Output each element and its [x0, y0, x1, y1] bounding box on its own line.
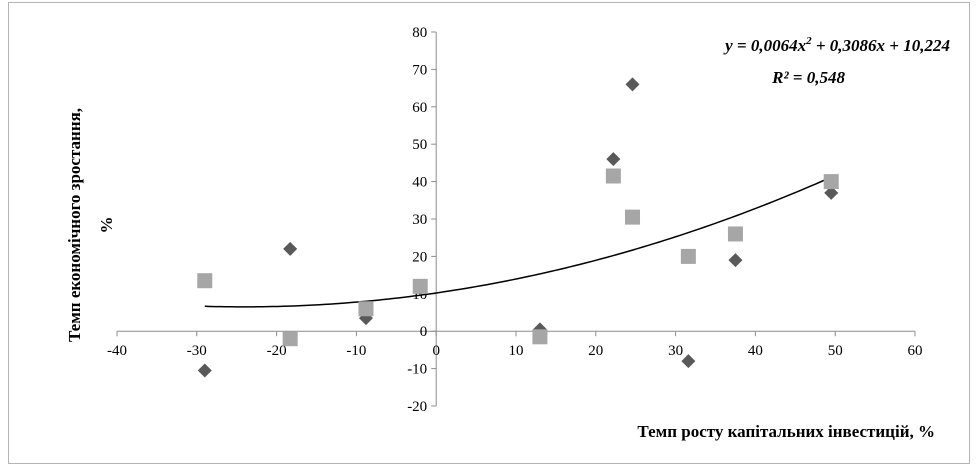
- equation-superscript: 2: [805, 35, 812, 47]
- square-point: [823, 174, 839, 190]
- diamond-point: [197, 363, 212, 378]
- y-axis-title: Темп економічного зростання,%: [65, 108, 116, 342]
- x-tick-label: -40: [107, 343, 127, 359]
- axes: [116, 31, 916, 407]
- r-squared-label: R² = 0,548: [771, 68, 845, 87]
- diamond-point: [283, 241, 298, 256]
- y-tick-label: 30: [412, 212, 427, 228]
- equation-prefix: y = 0,0064x: [723, 36, 806, 55]
- x-tick-label: -30: [187, 343, 207, 359]
- y-tick-label: -10: [407, 362, 427, 378]
- y-axis-title-line1: Темп економічного зростання,: [65, 108, 84, 342]
- square-point: [727, 226, 743, 242]
- tick-labels: -40 -30 -20 -10 0 10 20 30 40 50 60-20-10010203040…: [107, 25, 923, 415]
- equation-suffix: + 0,3086x + 10,224: [812, 36, 950, 55]
- diamond-point: [824, 185, 839, 200]
- y-tick-label: 70: [412, 62, 427, 78]
- data-points: [197, 77, 839, 378]
- x-tick-label: 20: [588, 343, 603, 359]
- x-tick-label: 60: [908, 343, 923, 359]
- square-point: [532, 329, 548, 345]
- square-point: [197, 273, 213, 289]
- square-point: [358, 301, 374, 317]
- y-tick-label: 40: [412, 175, 427, 191]
- x-tick-label: 40: [748, 343, 763, 359]
- diamond-point: [606, 152, 621, 167]
- x-axis-title: Темп росту капітальних інвестицій, %: [637, 422, 935, 441]
- diamond-point: [625, 77, 640, 92]
- y-tick-label: 0: [420, 324, 428, 340]
- y-tick-label: -20: [407, 399, 427, 415]
- trendline-equation: y = 0,0064x2 + 0,3086x + 10,224: [723, 35, 950, 55]
- diamond-point: [681, 354, 696, 369]
- y-tick-label: 60: [412, 100, 427, 116]
- diamond-point: [728, 253, 743, 268]
- square-point: [282, 331, 298, 347]
- trendline: [204, 176, 832, 308]
- square-point: [680, 248, 696, 264]
- x-tick-label: 10: [509, 343, 524, 359]
- y-tick-label: 20: [412, 249, 427, 265]
- x-tick-label: 50: [828, 343, 843, 359]
- y-axis-title-line2: %: [97, 217, 116, 234]
- x-tick-label: 30: [668, 343, 683, 359]
- x-tick-label: 0: [432, 343, 440, 359]
- square-point: [605, 168, 621, 184]
- x-tick-label: -10: [346, 343, 366, 359]
- square-point: [412, 278, 428, 294]
- square-point: [625, 209, 641, 225]
- chart-frame: [8, 2, 970, 464]
- x-tick-label: -20: [267, 343, 287, 359]
- y-tick-label: 50: [412, 137, 427, 153]
- y-tick-label: 80: [412, 25, 427, 41]
